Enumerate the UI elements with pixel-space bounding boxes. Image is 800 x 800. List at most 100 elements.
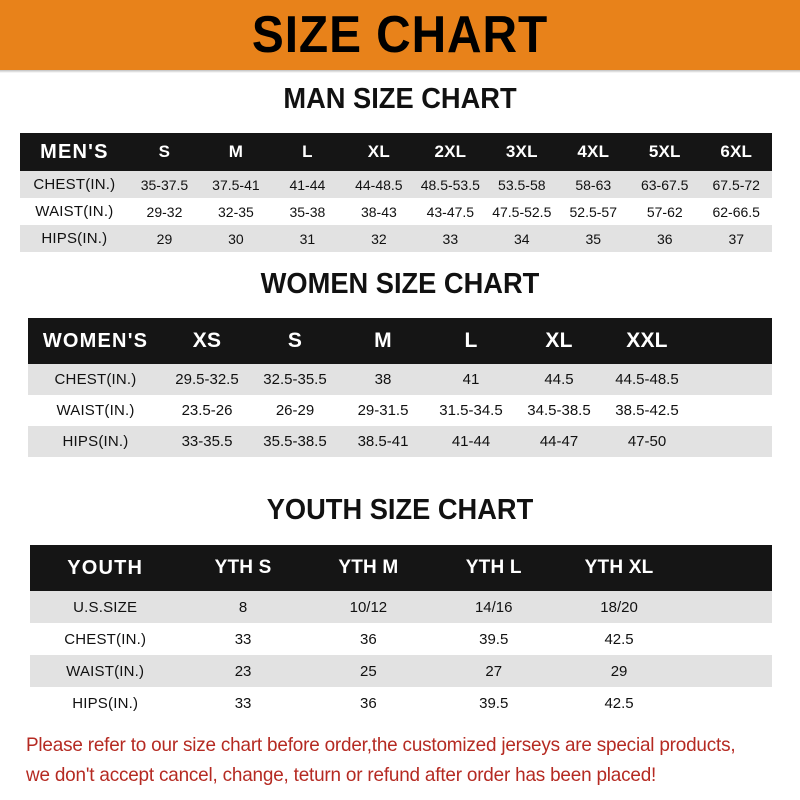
man-hips-2xl: 33 — [414, 225, 487, 252]
youth-header-spacer — [681, 545, 772, 591]
man-hips-4xl: 35 — [557, 225, 629, 252]
youth-us-size-yth-m: 10/12 — [305, 591, 432, 623]
table-row: HIPS(IN.) 29 30 31 32 33 34 35 36 37 — [20, 225, 772, 252]
man-col-header-s: S — [128, 133, 201, 171]
man-hips-s: 29 — [128, 225, 201, 252]
man-chest-3xl: 53.5-58 — [486, 171, 558, 198]
table-row: CHEST(IN.) 33 36 39.5 42.5 — [30, 623, 772, 655]
man-col-header-m: M — [200, 133, 272, 171]
table-row: WAIST(IN.) 23.5-26 26-29 29-31.5 31.5-34… — [28, 395, 772, 426]
notice-line-2: we don't accept cancel, change, teturn o… — [26, 764, 657, 786]
youth-hips-yth-s: 33 — [180, 687, 306, 719]
women-row-label-chest: CHEST(IN.) — [28, 364, 163, 395]
women-hips-xs: 33-35.5 — [163, 426, 251, 457]
youth-hips-yth-xl: 42.5 — [556, 687, 682, 719]
man-chest-5xl: 63-67.5 — [629, 171, 701, 198]
youth-chest-yth-s: 33 — [180, 623, 306, 655]
table-row: HIPS(IN.) 33 36 39.5 42.5 — [30, 687, 772, 719]
man-waist-l: 35-38 — [271, 198, 344, 225]
man-waist-xl: 38-43 — [343, 198, 415, 225]
youth-us-size-yth-xl: 18/20 — [556, 591, 682, 623]
women-hips-spacer — [691, 426, 772, 457]
man-chest-4xl: 58-63 — [557, 171, 629, 198]
women-hips-xl: 44-47 — [515, 426, 603, 457]
banner-shadow — [0, 70, 800, 73]
man-row-label-header: MEN'S — [20, 133, 129, 171]
man-waist-6xl: 62-66.5 — [700, 198, 772, 225]
women-col-header-xxl: XXL — [603, 318, 691, 364]
man-hips-5xl: 36 — [629, 225, 701, 252]
women-hips-xxl: 47-50 — [603, 426, 691, 457]
youth-waist-spacer — [681, 655, 772, 687]
man-col-header-3xl: 3XL — [486, 133, 558, 171]
youth-us-size-yth-s: 8 — [180, 591, 306, 623]
man-hips-3xl: 34 — [486, 225, 558, 252]
table-row: CHEST(IN.) 35-37.5 37.5-41 41-44 44-48.5… — [20, 171, 772, 198]
man-chest-s: 35-37.5 — [128, 171, 201, 198]
women-size-table: WOMEN'S XS S M L XL XXL CHEST(IN.) 29.5-… — [28, 318, 772, 457]
women-chest-l: 41 — [427, 364, 515, 395]
table-row: CHEST(IN.) 29.5-32.5 32.5-35.5 38 41 44.… — [28, 364, 772, 395]
man-hips-l: 31 — [271, 225, 344, 252]
youth-waist-yth-m: 25 — [305, 655, 432, 687]
table-row: U.S.SIZE 8 10/12 14/16 18/20 — [30, 591, 772, 623]
women-hips-s: 35.5-38.5 — [251, 426, 339, 457]
man-row-label-hips: HIPS(IN.) — [20, 225, 129, 252]
youth-waist-yth-xl: 29 — [556, 655, 682, 687]
women-section-title: WOMEN SIZE CHART — [260, 268, 540, 300]
youth-col-header-yth-s: YTH S — [180, 545, 306, 591]
women-row-label-header: WOMEN'S — [28, 318, 163, 364]
youth-col-header-yth-xl: YTH XL — [556, 545, 682, 591]
man-table-header-row: MEN'S S M L XL 2XL 3XL 4XL 5XL 6XL — [20, 133, 772, 171]
women-col-header-xl: XL — [515, 318, 603, 364]
man-chest-l: 41-44 — [271, 171, 344, 198]
man-hips-xl: 32 — [343, 225, 415, 252]
youth-us-size-yth-l: 14/16 — [431, 591, 557, 623]
women-hips-l: 41-44 — [427, 426, 515, 457]
man-size-table: MEN'S S M L XL 2XL 3XL 4XL 5XL 6XL CHEST… — [20, 133, 772, 252]
man-waist-2xl: 43-47.5 — [414, 198, 487, 225]
women-chest-m: 38 — [339, 364, 427, 395]
man-hips-m: 30 — [200, 225, 272, 252]
table-row: HIPS(IN.) 33-35.5 35.5-38.5 38.5-41 41-4… — [28, 426, 772, 457]
women-chest-s: 32.5-35.5 — [251, 364, 339, 395]
man-hips-6xl: 37 — [700, 225, 772, 252]
women-waist-xs: 23.5-26 — [163, 395, 251, 426]
man-waist-m: 32-35 — [200, 198, 272, 225]
youth-table-header-row: YOUTH YTH S YTH M YTH L YTH XL — [30, 545, 772, 591]
man-chest-xl: 44-48.5 — [343, 171, 415, 198]
women-waist-m: 29-31.5 — [339, 395, 427, 426]
page-banner: SIZE CHART — [0, 0, 800, 70]
youth-chest-yth-m: 36 — [305, 623, 432, 655]
women-header-spacer — [691, 318, 772, 364]
youth-row-label-waist: WAIST(IN.) — [30, 655, 181, 687]
women-chest-xxl: 44.5-48.5 — [603, 364, 691, 395]
women-col-header-xs: XS — [163, 318, 251, 364]
youth-chest-spacer — [681, 623, 772, 655]
women-row-label-waist: WAIST(IN.) — [28, 395, 163, 426]
man-row-label-chest: CHEST(IN.) — [20, 171, 129, 198]
man-col-header-4xl: 4XL — [557, 133, 629, 171]
women-col-header-s: S — [251, 318, 339, 364]
youth-us-size-spacer — [681, 591, 772, 623]
youth-col-header-yth-m: YTH M — [305, 545, 432, 591]
youth-hips-spacer — [681, 687, 772, 719]
order-policy-notice: Please refer to our size chart before or… — [26, 730, 755, 790]
women-table-header-row: WOMEN'S XS S M L XL XXL — [28, 318, 772, 364]
youth-waist-yth-s: 23 — [180, 655, 306, 687]
man-chest-m: 37.5-41 — [200, 171, 272, 198]
women-waist-spacer — [691, 395, 772, 426]
youth-row-label-header: YOUTH — [30, 545, 181, 591]
man-chest-6xl: 67.5-72 — [700, 171, 772, 198]
youth-row-label-hips: HIPS(IN.) — [30, 687, 181, 719]
man-col-header-2xl: 2XL — [414, 133, 487, 171]
youth-col-header-yth-l: YTH L — [431, 545, 557, 591]
women-chest-xl: 44.5 — [515, 364, 603, 395]
women-col-header-m: M — [339, 318, 427, 364]
women-col-header-l: L — [427, 318, 515, 364]
women-waist-s: 26-29 — [251, 395, 339, 426]
page-title: SIZE CHART — [251, 6, 549, 64]
youth-row-label-chest: CHEST(IN.) — [30, 623, 181, 655]
man-row-label-waist: WAIST(IN.) — [20, 198, 129, 225]
